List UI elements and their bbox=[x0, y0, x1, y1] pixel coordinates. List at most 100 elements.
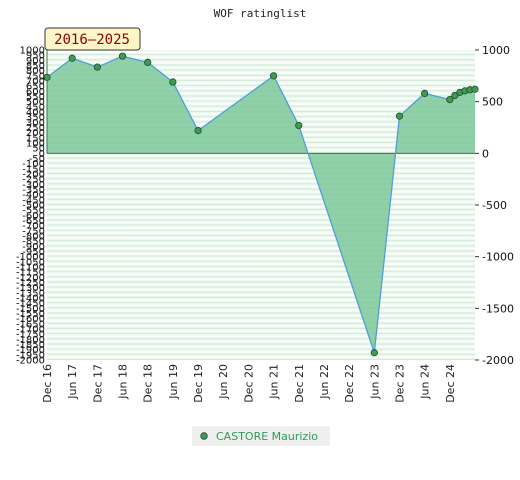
left-tick-label: 250 bbox=[26, 123, 45, 134]
left-tick-label: 850 bbox=[26, 61, 45, 72]
left-tick-label: 650 bbox=[26, 82, 45, 93]
left-tick-label: 900 bbox=[26, 56, 45, 67]
x-tick-label: Dec 18 bbox=[142, 364, 155, 403]
left-tick-label: -950 bbox=[22, 247, 45, 258]
left-tick-label: 1000 bbox=[20, 46, 45, 57]
background-band bbox=[47, 174, 475, 180]
left-tick-label: -1700 bbox=[16, 325, 45, 336]
background-band bbox=[47, 334, 475, 340]
x-tick-label: Dec 16 bbox=[41, 364, 54, 403]
data-point bbox=[370, 349, 378, 357]
data-point bbox=[395, 112, 404, 120]
left-tick-label: -1500 bbox=[16, 304, 45, 315]
left-tick-label: -1400 bbox=[16, 294, 45, 305]
chart-title: WOF ratinglist bbox=[214, 7, 307, 20]
left-tick-label: -1600 bbox=[16, 314, 45, 325]
x-tick-label: Dec 20 bbox=[242, 364, 255, 403]
left-tick-label: 800 bbox=[26, 66, 45, 77]
data-point bbox=[144, 58, 152, 67]
right-tick-label: -1000 bbox=[482, 251, 514, 264]
data-point bbox=[43, 73, 51, 81]
background-band bbox=[47, 292, 475, 298]
right-tick-label: 500 bbox=[482, 96, 503, 109]
left-tick-label: -1550 bbox=[16, 309, 45, 320]
data-point bbox=[93, 63, 101, 71]
background-band bbox=[47, 256, 475, 262]
data-point bbox=[194, 127, 202, 135]
background-band bbox=[47, 230, 475, 236]
right-tick-label: 0 bbox=[482, 147, 489, 160]
background-band bbox=[47, 60, 475, 66]
background-band bbox=[47, 303, 475, 309]
background-band bbox=[47, 349, 475, 355]
left-tick-label: 450 bbox=[26, 102, 45, 113]
x-tick-label: Jun 18 bbox=[117, 364, 130, 400]
left-tick-label: -1850 bbox=[16, 340, 45, 351]
x-tick-label: Dec 19 bbox=[192, 364, 205, 403]
left-tick-label: -350 bbox=[22, 185, 45, 196]
left-tick-label: 500 bbox=[26, 97, 45, 108]
x-tick-label: Dec 17 bbox=[91, 364, 104, 403]
legend: CASTORE Maurizio bbox=[192, 426, 330, 446]
right-tick-label: -500 bbox=[482, 199, 507, 212]
left-tick-label: -600 bbox=[22, 211, 45, 222]
left-tick-label: 600 bbox=[26, 87, 45, 98]
left-tick-label: -1950 bbox=[16, 350, 45, 361]
left-tick-label: -700 bbox=[22, 221, 45, 232]
left-tick-label: -100 bbox=[22, 159, 45, 170]
background-band bbox=[47, 308, 475, 314]
data-point bbox=[269, 72, 278, 80]
background-band bbox=[47, 158, 475, 164]
background-band bbox=[47, 246, 475, 252]
right-tick-label: 1000 bbox=[482, 44, 510, 57]
background-band bbox=[47, 318, 475, 324]
background-band bbox=[47, 267, 475, 273]
background-band bbox=[47, 179, 475, 185]
left-tick-label: -150 bbox=[22, 164, 45, 175]
x-tick-label: Jun 23 bbox=[368, 364, 381, 400]
plot-area bbox=[43, 50, 479, 357]
background-band bbox=[47, 168, 475, 174]
left-tick-label: -1150 bbox=[16, 268, 45, 279]
left-tick-label: -1250 bbox=[16, 278, 45, 289]
background-band bbox=[47, 194, 475, 200]
background-band bbox=[47, 298, 475, 304]
background-band bbox=[47, 313, 475, 319]
left-tick-label: -1350 bbox=[16, 288, 45, 299]
background-band bbox=[47, 272, 475, 278]
background-band bbox=[47, 199, 475, 205]
x-tick-label: Jun 24 bbox=[419, 364, 432, 400]
background-band bbox=[47, 215, 475, 221]
background-band bbox=[47, 163, 475, 169]
series-area bbox=[47, 56, 475, 353]
period-badge-text: 2016–2025 bbox=[54, 32, 130, 48]
x-tick-label: Dec 24 bbox=[444, 364, 457, 403]
legend-marker bbox=[200, 432, 208, 440]
x-tick-label: Dec 21 bbox=[293, 364, 306, 403]
background-band bbox=[47, 75, 475, 81]
data-point bbox=[68, 54, 76, 62]
left-tick-label: -1450 bbox=[16, 299, 45, 310]
left-tick-label: -50 bbox=[29, 154, 45, 165]
left-tick-label: -1800 bbox=[16, 335, 45, 346]
background-band bbox=[47, 282, 475, 288]
left-tick-label: 750 bbox=[26, 71, 45, 82]
left-tick-label: -200 bbox=[22, 170, 45, 181]
left-tick-label: 300 bbox=[26, 118, 45, 129]
left-tick-label: -1100 bbox=[16, 263, 45, 274]
background-band bbox=[47, 220, 475, 226]
left-tick-label: 200 bbox=[26, 128, 45, 139]
x-tick-label: Jun 19 bbox=[167, 364, 180, 400]
left-tick-label: -500 bbox=[22, 201, 45, 212]
background-band bbox=[47, 225, 475, 231]
background-band bbox=[47, 189, 475, 195]
background-band bbox=[47, 344, 475, 350]
background-band bbox=[47, 65, 475, 71]
legend-label: CASTORE Maurizio bbox=[216, 430, 318, 443]
left-tick-label: -450 bbox=[22, 195, 45, 206]
background-band bbox=[47, 241, 475, 247]
background-band bbox=[47, 81, 475, 87]
left-tick-label: 0 bbox=[39, 149, 45, 160]
background-band bbox=[47, 277, 475, 283]
